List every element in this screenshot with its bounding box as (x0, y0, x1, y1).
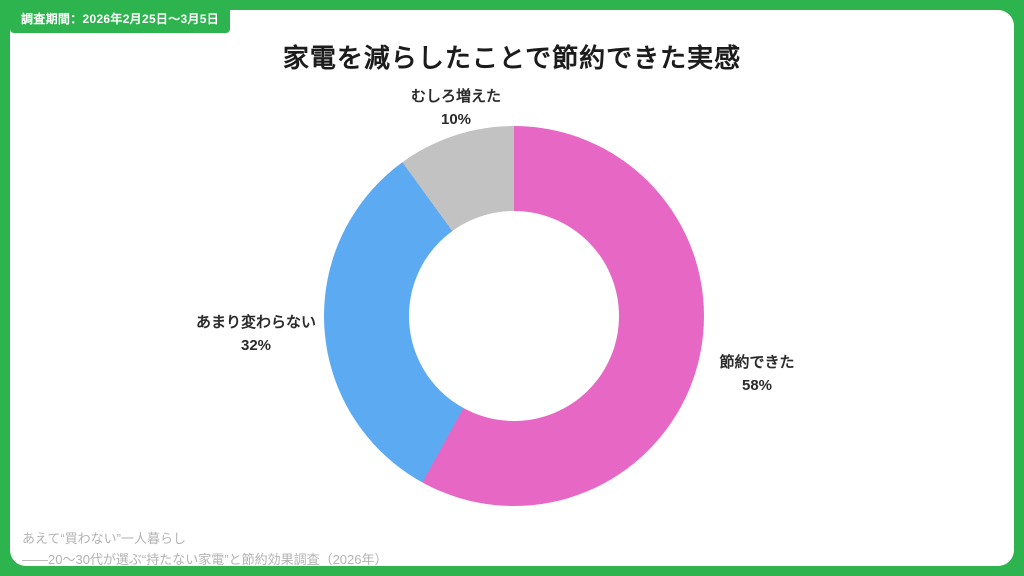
survey-period-badge: 調査期間：2026年2月25日〜3月5日 (10, 5, 231, 33)
donut-hole (409, 211, 619, 421)
source-note-line1: あえて“買わない”一人暮らし (22, 531, 187, 546)
source-note: あえて“買わない”一人暮らし ——20〜30代が選ぶ“持たない家電”と節約効果調… (22, 528, 388, 571)
segment-label-no-change: あまり変わらない 32% (196, 312, 316, 357)
segment-label-text: あまり変わらない (195, 314, 317, 331)
segment-pct-text: 32% (240, 336, 272, 354)
chart-title: 家電を減らしたことで節約できた実感 (282, 43, 742, 73)
segment-pct-text: 58% (741, 376, 773, 394)
segment-label-text: 節約できた (719, 354, 795, 371)
segment-label-text: むしろ増えた (410, 88, 502, 105)
source-note-line2: ——20〜30代が選ぶ“持たない家電”と節約効果調査（2026年） (22, 552, 388, 568)
segment-label-saved: 節約できた 58% (719, 352, 794, 397)
segment-pct-text: 10% (440, 110, 472, 128)
donut-chart (324, 126, 704, 506)
segment-label-increased: むしろ増えた 10% (411, 86, 501, 131)
